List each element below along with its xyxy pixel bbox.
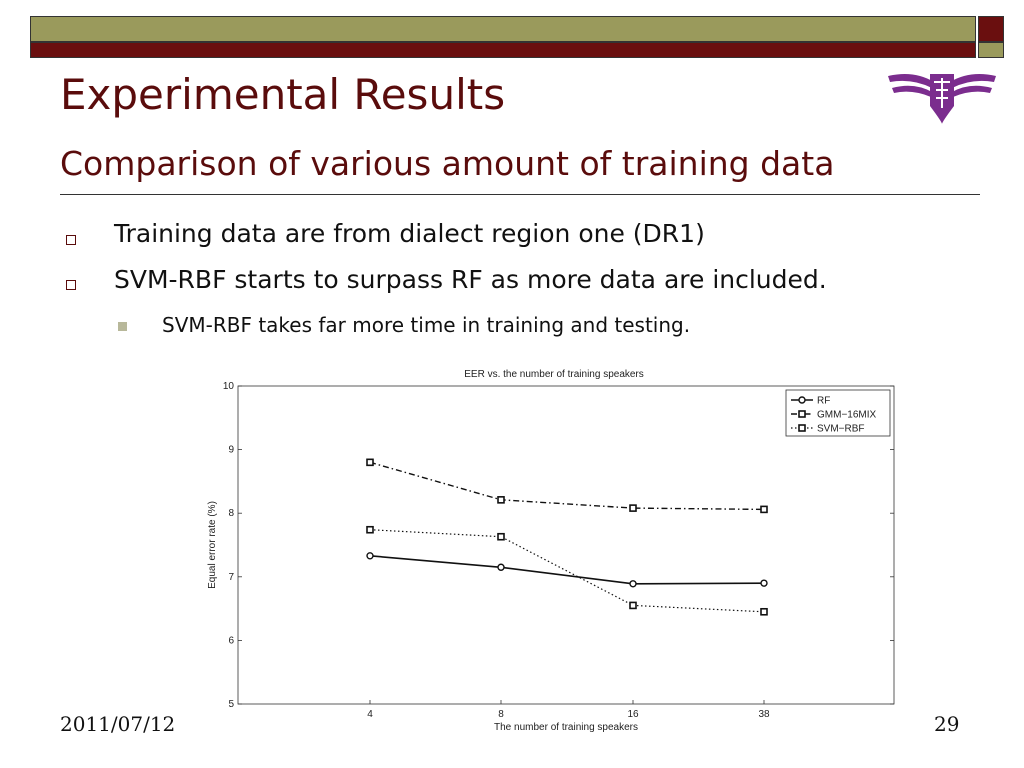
data-point xyxy=(760,505,768,514)
chart-title: EER vs. the number of training speakers xyxy=(464,369,644,380)
subbullet-1: SVM-RBF takes far more time in training … xyxy=(162,313,691,337)
x-axis-ticks: 4 8 16 38 xyxy=(367,700,770,720)
eer-line-chart: EER vs. the number of training speakers … xyxy=(207,369,895,733)
x-tick-label: 8 xyxy=(498,709,504,720)
y-axis-ticks: 5 6 7 8 9 10 xyxy=(223,381,894,710)
chart-legend: RF GMM−16MIX SVM−RBF xyxy=(785,389,891,437)
y-tick-label: 7 xyxy=(228,572,234,583)
series-line-2 xyxy=(369,529,765,613)
header-corner-bottom xyxy=(978,42,1004,58)
y-tick-label: 8 xyxy=(228,508,234,519)
data-point xyxy=(629,504,637,512)
series-line-1 xyxy=(369,461,765,511)
legend-label: SVM−RBF xyxy=(817,424,865,435)
y-tick-label: 5 xyxy=(228,699,234,710)
data-point xyxy=(760,607,768,616)
y-tick-label: 10 xyxy=(223,381,235,392)
bullet-marker-1 xyxy=(66,235,76,245)
data-point xyxy=(366,552,374,560)
series-layer xyxy=(366,458,768,616)
y-tick-label: 6 xyxy=(228,635,234,646)
data-point xyxy=(629,601,637,610)
plot-frame xyxy=(237,385,895,705)
subbullet-marker-1 xyxy=(118,322,127,331)
x-tick-label: 16 xyxy=(627,709,639,720)
bullet-1: Training data are from dialect region on… xyxy=(114,219,705,248)
header-corner-top xyxy=(978,16,1004,42)
data-point xyxy=(497,563,505,571)
legend-swatch-marker xyxy=(798,424,806,432)
y-tick-label: 9 xyxy=(228,445,234,456)
data-point xyxy=(497,532,505,541)
legend-swatch-marker xyxy=(798,396,806,404)
legend-label: GMM−16MIX xyxy=(817,410,877,421)
data-point xyxy=(629,580,637,588)
series-line-0 xyxy=(369,555,765,585)
title-divider xyxy=(60,194,980,195)
university-emblem-icon xyxy=(888,74,996,124)
y-axis-label: Equal error rate (%) xyxy=(207,501,218,589)
x-tick-label: 4 xyxy=(367,709,373,720)
bullet-marker-2 xyxy=(66,280,76,290)
data-point xyxy=(366,525,374,534)
legend-swatch-marker xyxy=(798,410,806,418)
x-axis-label: The number of training speakers xyxy=(494,722,638,733)
slide-subtitle: Comparison of various amount of training… xyxy=(60,144,835,183)
page-number: 29 xyxy=(934,712,960,736)
header-bar-top xyxy=(30,16,976,42)
slide-title: Experimental Results xyxy=(60,70,506,119)
data-point xyxy=(497,496,505,504)
data-point xyxy=(760,579,768,587)
x-tick-label: 38 xyxy=(758,709,770,720)
bullet-2: SVM-RBF starts to surpass RF as more dat… xyxy=(114,265,827,294)
header-bar-bottom xyxy=(30,42,976,58)
footer-date: 2011/07/12 xyxy=(60,712,176,736)
legend-label: RF xyxy=(817,396,830,407)
data-point xyxy=(366,458,374,467)
